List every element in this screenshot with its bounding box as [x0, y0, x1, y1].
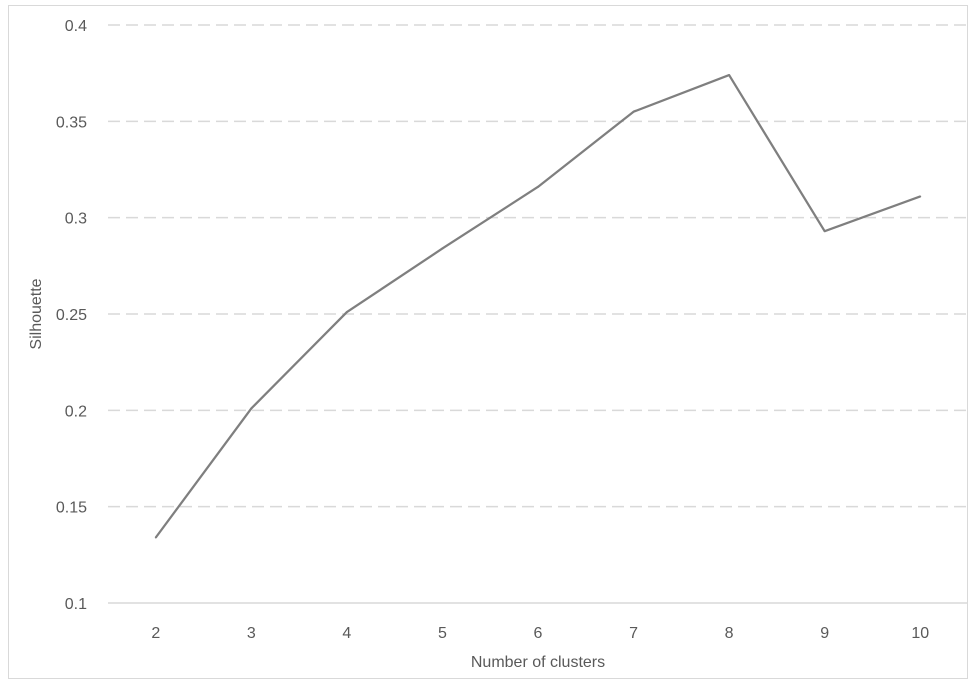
x-tick-label: 10 — [911, 625, 929, 642]
x-tick-label: 6 — [534, 625, 543, 642]
data-point — [823, 230, 826, 233]
x-tick-label: 9 — [820, 625, 829, 642]
y-tick-label: 0.3 — [65, 211, 87, 228]
chart-frame — [8, 5, 968, 679]
y-tick-label: 0.15 — [56, 500, 87, 517]
x-axis-tick-labels: 2 3 4 5 6 7 8 9 10 — [151, 625, 929, 642]
data-point — [345, 311, 348, 314]
y-tick-label: 0.2 — [65, 403, 87, 420]
data-point — [919, 195, 922, 198]
x-tick-label: 2 — [151, 625, 160, 642]
data-point — [537, 185, 539, 188]
data-point — [250, 407, 253, 410]
data-point — [154, 536, 157, 539]
gridlines — [108, 24, 968, 508]
y-axis-title: Silhouette — [28, 278, 45, 349]
series-line — [154, 73, 921, 539]
x-tick-label: 8 — [725, 625, 734, 642]
y-tick-label: 0.35 — [56, 114, 87, 131]
x-tick-label: 4 — [342, 625, 351, 642]
y-tick-label: 0.4 — [65, 18, 87, 35]
x-tick-label: 5 — [438, 625, 447, 642]
y-tick-label: 0.25 — [56, 307, 87, 324]
y-tick-label: 0.1 — [65, 596, 87, 613]
data-point — [632, 110, 635, 113]
data-point — [728, 74, 731, 77]
x-tick-label: 3 — [247, 625, 256, 642]
data-point — [441, 247, 444, 250]
data-points — [154, 74, 922, 539]
x-tick-label: 7 — [629, 625, 638, 642]
y-axis-tick-labels: 0.1 0.15 0.2 0.25 0.3 0.35 0.4 — [56, 18, 87, 613]
x-axis-title: Number of clusters — [471, 654, 605, 671]
